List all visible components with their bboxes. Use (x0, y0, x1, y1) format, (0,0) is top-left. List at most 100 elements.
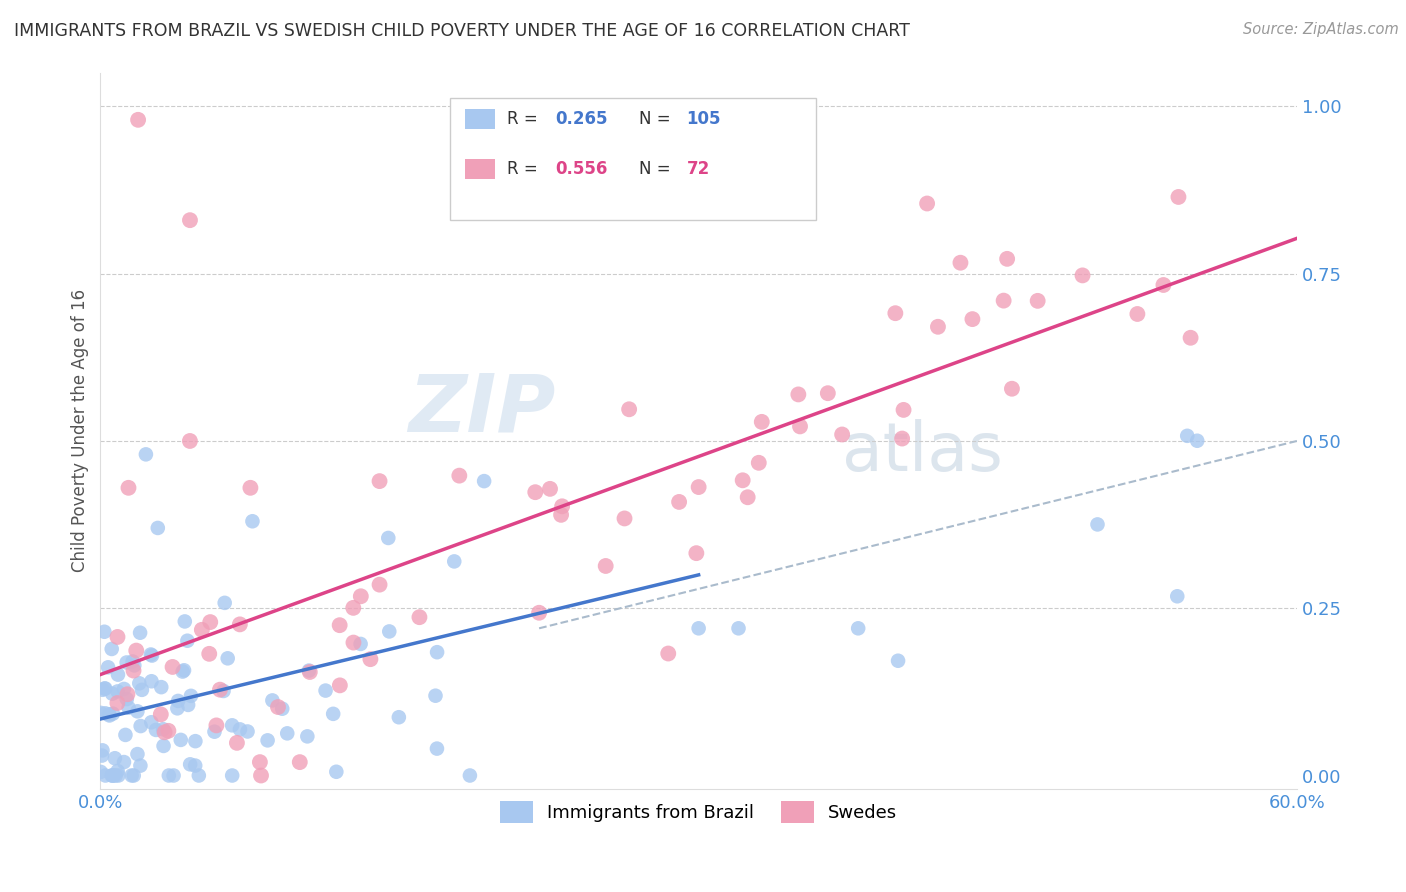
Point (208, 682, 231, 697)
Point (239, 481, 262, 495)
Point (172, 665, 194, 679)
Point (426, 741, 449, 756)
Point (359, 652, 381, 666)
Point (146, 521, 169, 535)
Point (884, 306, 907, 320)
Legend: Immigrants from Brazil, Swedes: Immigrants from Brazil, Swedes (494, 794, 904, 830)
Point (1187, 434, 1209, 448)
Point (607, 112, 630, 127)
Point (817, 386, 839, 401)
Point (1175, 429, 1198, 443)
Point (90, 764, 112, 779)
Point (107, 684, 129, 698)
Point (212, 684, 235, 698)
Point (1126, 307, 1149, 321)
Point (1166, 589, 1188, 603)
Point (114, 728, 136, 742)
Point (368, 474, 391, 488)
Point (184, 734, 207, 748)
Point (107, 630, 129, 644)
Point (685, 546, 707, 560)
Point (93, 624, 115, 639)
Point (107, 768, 129, 782)
Point (688, 621, 710, 635)
Point (949, 256, 972, 270)
Point (846, 621, 869, 635)
Point (94, 768, 117, 782)
Text: 105: 105 (686, 110, 721, 128)
Point (250, 768, 273, 782)
Point (249, 755, 271, 769)
Point (329, 678, 352, 692)
Point (121, 768, 143, 782)
Point (200, 615, 222, 629)
Point (1087, 517, 1109, 532)
Point (378, 624, 401, 639)
Point (122, 664, 145, 678)
Point (125, 643, 148, 657)
Point (180, 689, 202, 703)
Point (648, 112, 671, 127)
Point (127, 112, 149, 127)
Point (1026, 293, 1049, 308)
Point (527, 606, 550, 620)
Point (349, 637, 371, 651)
Point (141, 715, 163, 730)
Point (129, 719, 152, 733)
Point (426, 645, 449, 659)
Point (267, 700, 290, 714)
Point (90, 706, 112, 720)
Point (350, 589, 373, 603)
FancyBboxPatch shape (465, 109, 495, 128)
Point (226, 736, 249, 750)
Point (162, 660, 184, 674)
Point (538, 482, 561, 496)
Point (1167, 190, 1189, 204)
Point (893, 403, 915, 417)
Point (962, 312, 984, 326)
Point (214, 596, 236, 610)
Point (115, 692, 138, 706)
Point (177, 698, 200, 712)
Point (368, 577, 391, 591)
Text: N =: N = (638, 160, 671, 178)
Point (149, 707, 172, 722)
Point (613, 511, 636, 525)
Point (995, 252, 1018, 266)
Point (124, 658, 146, 673)
Point (443, 554, 465, 568)
Point (221, 768, 243, 782)
Point (157, 768, 180, 782)
Point (377, 531, 399, 545)
Point (131, 682, 153, 697)
Point (152, 739, 174, 753)
Point (98, 707, 121, 722)
Point (122, 768, 145, 782)
Point (449, 468, 471, 483)
Point (229, 723, 252, 737)
Point (179, 757, 201, 772)
Point (93, 681, 115, 696)
Point (117, 687, 139, 701)
Text: Source: ZipAtlas.com: Source: ZipAtlas.com (1243, 22, 1399, 37)
Point (325, 764, 347, 779)
Point (191, 623, 214, 637)
Point (128, 676, 150, 690)
Point (184, 758, 207, 772)
Point (115, 656, 138, 670)
Point (91, 748, 114, 763)
Point (1001, 382, 1024, 396)
Point (731, 473, 754, 487)
Point (91, 682, 114, 697)
Point (891, 432, 914, 446)
Point (101, 687, 124, 701)
Point (751, 415, 773, 429)
Point (104, 751, 127, 765)
Point (112, 681, 135, 696)
Point (262, 693, 284, 707)
Text: ZIP: ZIP (408, 370, 555, 449)
Point (342, 635, 364, 649)
Point (173, 663, 195, 677)
Point (242, 514, 264, 528)
Point (993, 293, 1015, 308)
